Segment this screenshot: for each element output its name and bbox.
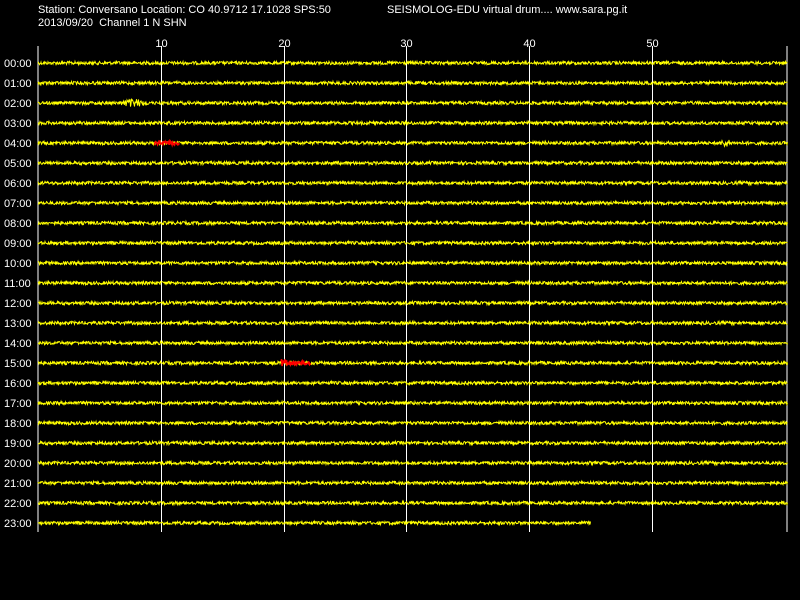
hour-label: 00:00	[4, 58, 32, 70]
x-tick-label: 40	[523, 38, 535, 50]
trace-row	[37, 519, 591, 527]
hour-label: 18:00	[4, 418, 32, 430]
trace-row	[37, 479, 788, 487]
trace-row	[37, 179, 788, 187]
grid-layer	[37, 46, 788, 532]
date-channel-info: 2013/09/20 Channel 1 N SHN	[38, 17, 187, 29]
x-tick-label: 30	[400, 38, 412, 50]
hour-label: 05:00	[4, 158, 32, 170]
hour-label: 11:00	[4, 278, 31, 290]
trace-row	[37, 359, 788, 367]
hour-label: 14:00	[4, 338, 32, 350]
trace-row	[37, 119, 788, 127]
hour-label: 03:00	[4, 118, 32, 130]
hour-label: 10:00	[4, 258, 32, 270]
app-title: SEISMOLOG-EDU virtual drum.... www.sara.…	[387, 4, 628, 16]
hour-label: 13:00	[4, 318, 32, 330]
trace-row	[37, 379, 788, 387]
station-info: Station: Conversano Location: CO 40.9712…	[38, 4, 331, 16]
trace-row	[37, 219, 788, 227]
hour-label: 23:00	[4, 518, 32, 530]
hour-label: 15:00	[4, 358, 32, 370]
trace-layer	[37, 59, 788, 527]
trace-row	[37, 459, 788, 467]
trace-row	[37, 419, 788, 427]
trace-row	[37, 339, 788, 347]
trace-row	[37, 79, 788, 87]
label-layer: 10 20 30 40 50 00:00 01:00 02:00 03:00 04:00 05:00…	[4, 38, 659, 530]
hour-label: 12:00	[4, 298, 32, 310]
trace-row	[37, 319, 788, 327]
hour-label: 16:00	[4, 378, 32, 390]
trace-row	[37, 159, 788, 167]
hour-label: 02:00	[4, 98, 32, 110]
trace-row	[37, 59, 788, 67]
trace-row	[37, 259, 788, 267]
event-marker	[280, 358, 312, 368]
trace-row	[37, 199, 788, 207]
hour-label: 22:00	[4, 498, 32, 510]
trace-row	[37, 279, 788, 287]
trace-row	[38, 439, 788, 447]
trace-row	[37, 499, 788, 507]
trace-row	[37, 139, 788, 148]
hour-label: 17:00	[4, 398, 32, 410]
trace-row	[37, 399, 788, 407]
hour-label: 19:00	[4, 438, 32, 450]
trace-row	[37, 98, 788, 107]
x-tick-label: 20	[278, 38, 290, 50]
trace-row	[37, 239, 788, 247]
hour-label: 09:00	[4, 238, 32, 250]
hour-label: 21:00	[4, 478, 32, 490]
hour-label: 07:00	[4, 198, 32, 210]
hour-label: 08:00	[4, 218, 32, 230]
x-tick-label: 10	[155, 38, 167, 50]
hour-label: 06:00	[4, 178, 32, 190]
hour-label: 20:00	[4, 458, 32, 470]
hour-label: 04:00	[4, 138, 32, 150]
trace-row	[38, 299, 788, 307]
x-tick-label: 50	[646, 38, 658, 50]
hour-label: 01:00	[4, 78, 32, 90]
event-marker	[153, 138, 180, 148]
